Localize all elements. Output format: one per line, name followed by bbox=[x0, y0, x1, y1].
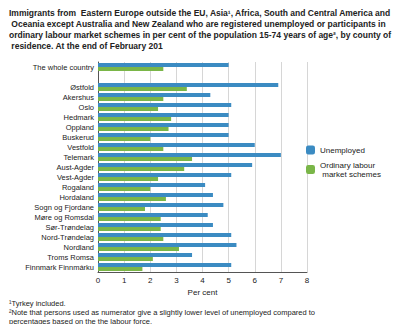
svg-text:Hedmark: Hedmark bbox=[64, 113, 95, 122]
svg-text:Akershus: Akershus bbox=[63, 93, 95, 102]
svg-text:1: 1 bbox=[122, 276, 127, 285]
svg-text:0: 0 bbox=[96, 276, 101, 285]
svg-text:Vest-Agder: Vest-Agder bbox=[57, 173, 95, 182]
svg-text:Oceania except Australia and N: Oceania except Australia and New Zealand… bbox=[9, 19, 388, 29]
svg-text:6: 6 bbox=[253, 276, 258, 285]
svg-text:3: 3 bbox=[174, 276, 179, 285]
svg-text:ordinary labour market schemes: ordinary labour market schemes in per ce… bbox=[9, 30, 391, 40]
svg-text:Per cent: Per cent bbox=[188, 288, 219, 297]
svg-text:Sogn og Fjordane: Sogn og Fjordane bbox=[34, 203, 94, 212]
svg-text:Hordaland: Hordaland bbox=[59, 193, 94, 202]
svg-text:Vestfold: Vestfold bbox=[67, 143, 94, 152]
svg-text:Oppland: Oppland bbox=[66, 123, 94, 132]
svg-text:Sør-Trøndelag: Sør-Trøndelag bbox=[46, 223, 94, 232]
svg-text:7: 7 bbox=[279, 276, 284, 285]
svg-text:Oslo: Oslo bbox=[79, 103, 94, 112]
svg-text:¹Tyrkey included.: ¹Tyrkey included. bbox=[9, 299, 66, 308]
svg-text:4: 4 bbox=[200, 276, 205, 285]
svg-text:Nord-Trøndelag: Nord-Trøndelag bbox=[41, 233, 94, 242]
svg-text:Immigrants from Eastern Europ: Immigrants from Eastern Europe outside t… bbox=[9, 8, 390, 18]
svg-text:5: 5 bbox=[226, 276, 231, 285]
svg-text:Ordinary labour: Ordinary labour bbox=[320, 161, 375, 170]
svg-text:Nordland: Nordland bbox=[64, 243, 94, 252]
svg-text:Østfold: Østfold bbox=[70, 83, 94, 92]
svg-text:8: 8 bbox=[305, 276, 310, 285]
svg-text:market schemes: market schemes bbox=[320, 170, 381, 179]
svg-text:Telemark: Telemark bbox=[64, 153, 95, 162]
svg-text:Finnmark Finnmárku: Finnmark Finnmárku bbox=[25, 263, 94, 272]
svg-text:residence. At the end of Febru: residence. At the end of February 201 bbox=[9, 41, 163, 51]
svg-text:²Note that persons used as num: ²Note that persons used as numerator giv… bbox=[9, 308, 317, 317]
svg-text:Aust-Agder: Aust-Agder bbox=[56, 163, 94, 172]
svg-text:Troms Romsa: Troms Romsa bbox=[47, 253, 95, 262]
svg-text:Unemployed: Unemployed bbox=[320, 146, 365, 155]
svg-text:The whole country: The whole country bbox=[33, 63, 95, 72]
svg-text:2: 2 bbox=[148, 276, 153, 285]
svg-text:Rogaland: Rogaland bbox=[62, 183, 94, 192]
svg-text:Møre og Romsdal: Møre og Romsdal bbox=[34, 213, 94, 222]
svg-text:percentages based on the the l: percentages based on the the labour forc… bbox=[9, 317, 152, 324]
svg-text:Buskerud: Buskerud bbox=[62, 133, 94, 142]
